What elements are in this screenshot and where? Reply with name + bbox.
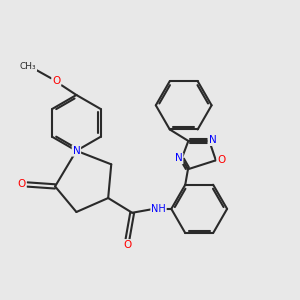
Text: N: N xyxy=(73,146,80,156)
Text: O: O xyxy=(18,179,26,190)
Text: N: N xyxy=(175,153,182,164)
Text: O: O xyxy=(217,155,225,165)
Text: N: N xyxy=(208,135,216,145)
Text: CH₃: CH₃ xyxy=(20,62,36,71)
Text: O: O xyxy=(123,240,132,250)
Text: NH: NH xyxy=(151,204,166,214)
Text: O: O xyxy=(52,76,60,86)
